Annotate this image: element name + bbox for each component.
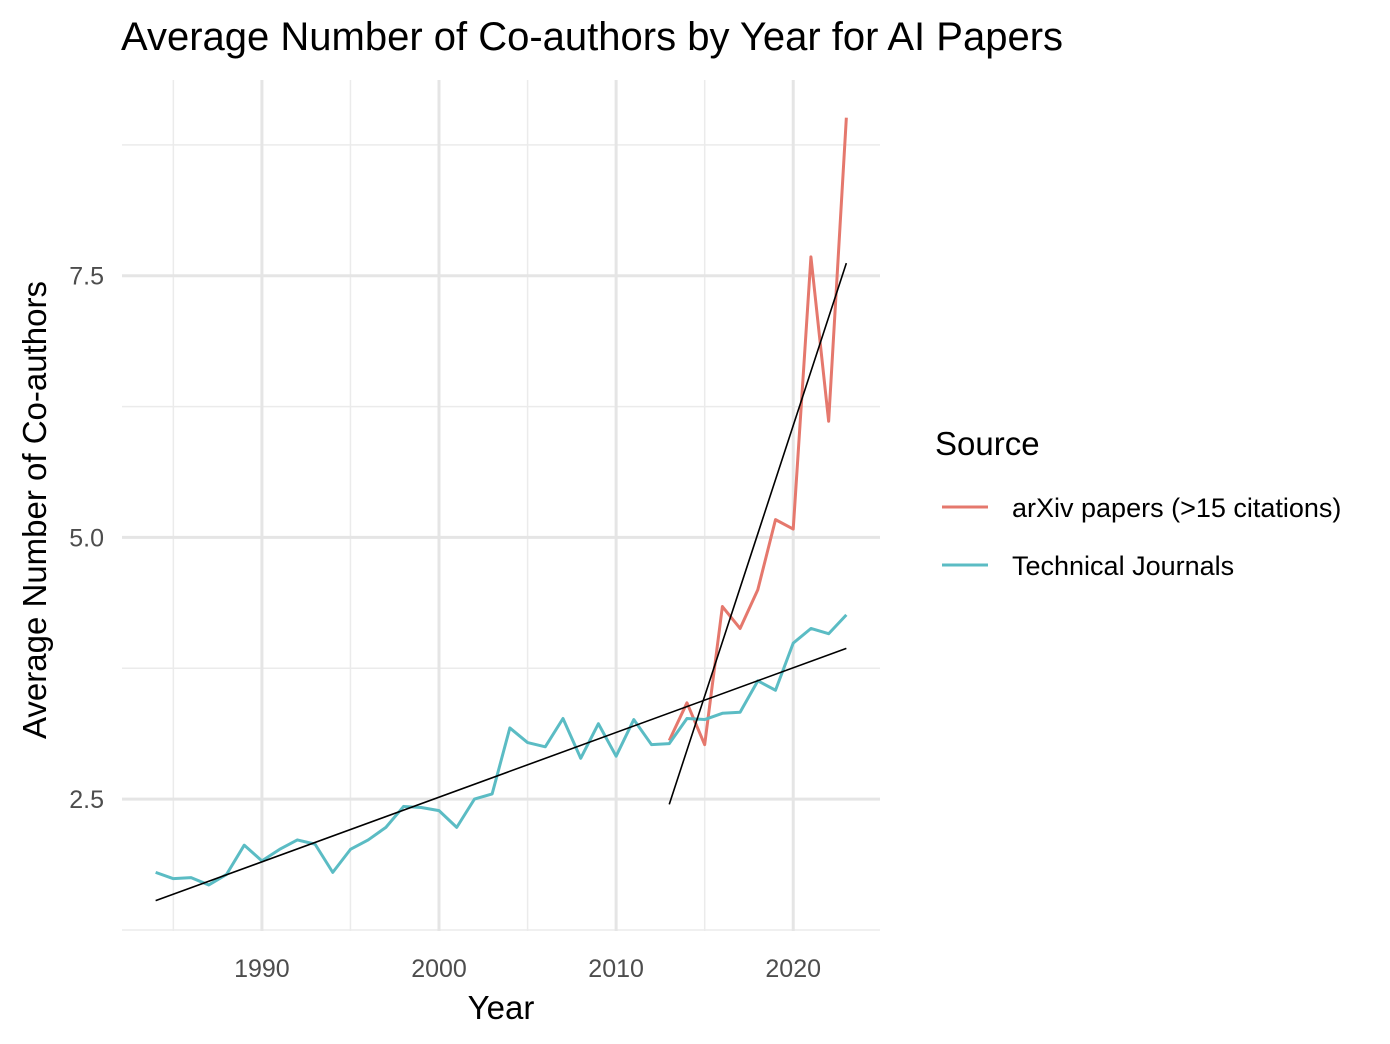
legend: Source arXiv papers (>15 citations) Tech… xyxy=(935,425,1341,581)
legend-label-journals: Technical Journals xyxy=(1012,551,1234,581)
x-tick-label: 2020 xyxy=(765,955,821,983)
chart-title: Average Number of Co-authors by Year for… xyxy=(121,15,1063,59)
y-tick-label: 7.5 xyxy=(69,263,104,291)
y-tick-label: 2.5 xyxy=(69,786,104,814)
y-axis-label: Average Number of Co-authors xyxy=(16,281,53,739)
x-axis-label: Year xyxy=(468,989,535,1026)
y-tick-label: 5.0 xyxy=(69,524,104,552)
x-tick-label: 2000 xyxy=(411,955,467,983)
series-line-0 xyxy=(667,117,848,747)
trend-line-0 xyxy=(668,262,848,805)
x-tick-label: 2010 xyxy=(588,955,644,983)
legend-title: Source xyxy=(935,425,1040,462)
series-line-1 xyxy=(155,613,848,887)
legend-label-arxiv: arXiv papers (>15 citations) xyxy=(1012,493,1341,523)
x-tick-label: 1990 xyxy=(234,955,290,983)
trend-line-1 xyxy=(155,647,847,902)
